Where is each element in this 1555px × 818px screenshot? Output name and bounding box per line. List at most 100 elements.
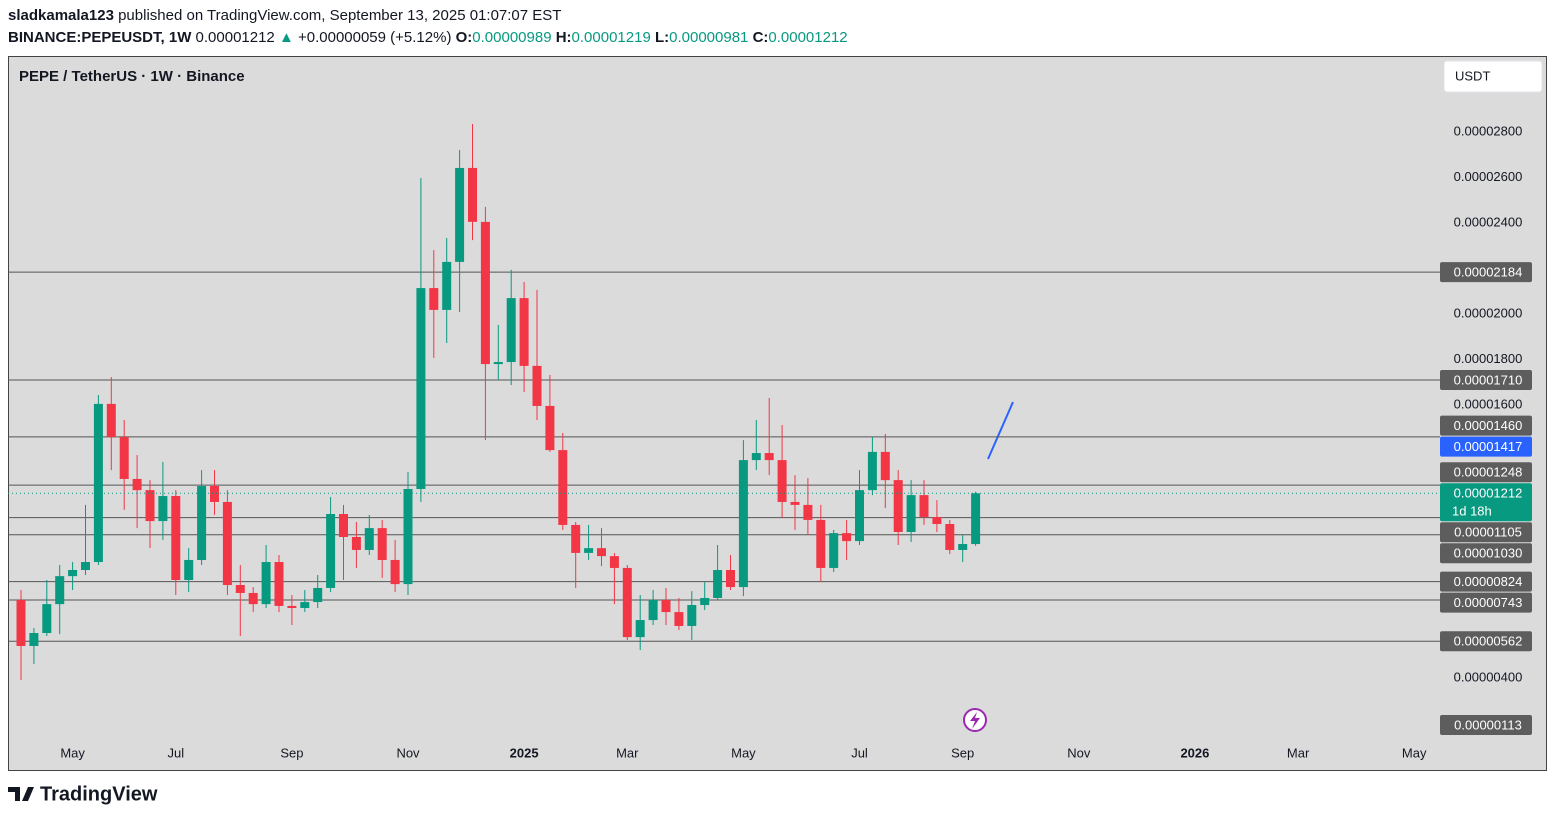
x-tick-label: May bbox=[731, 745, 756, 760]
candle-body bbox=[958, 544, 968, 550]
candle-body bbox=[493, 362, 503, 365]
candle-body bbox=[751, 453, 761, 461]
candle-body bbox=[171, 496, 181, 580]
y-tick-label: 0.00001800 bbox=[1454, 351, 1523, 366]
ohlc-label: O: bbox=[455, 29, 473, 46]
price-label-box bbox=[1440, 522, 1532, 543]
ohlc-value: 0.00000989 bbox=[472, 29, 552, 46]
candle-body bbox=[532, 365, 542, 406]
price: 0.00001212 bbox=[195, 29, 275, 46]
trend-line bbox=[987, 401, 1014, 460]
candle-body bbox=[81, 562, 90, 570]
x-tick-label: Jul bbox=[851, 745, 868, 760]
price-label: 0.00001248 bbox=[1454, 465, 1523, 480]
price-label: 0.00001460 bbox=[1454, 418, 1523, 433]
candle-body bbox=[609, 556, 619, 568]
candle-body bbox=[274, 562, 284, 606]
candle-body bbox=[571, 524, 581, 553]
price-label-box bbox=[1440, 262, 1532, 283]
ohlc: O:0.00000989 H:0.00001219 L:0.00000981 C… bbox=[456, 29, 848, 46]
x-tick-label: Mar bbox=[616, 745, 639, 760]
last-price-label: 0.00001212 bbox=[1454, 486, 1523, 501]
change: +0.00000059 (+5.12%) bbox=[297, 29, 452, 46]
candle-body bbox=[919, 495, 929, 517]
candle-body bbox=[519, 298, 529, 366]
candle-body bbox=[906, 495, 916, 532]
candle-body bbox=[416, 288, 426, 489]
price-label: 0.00001030 bbox=[1454, 546, 1523, 561]
candle-body bbox=[55, 576, 65, 605]
x-tick-label: 2025 bbox=[510, 745, 539, 760]
candle-body bbox=[855, 490, 864, 542]
candle-body bbox=[803, 504, 813, 520]
symbol: BINANCE:PEPEUSDT, 1W bbox=[8, 29, 192, 46]
candle-body bbox=[377, 528, 387, 560]
brand: TradingView bbox=[40, 783, 158, 805]
ohlc-value: 0.00001219 bbox=[571, 29, 651, 46]
arrow: ▲ bbox=[278, 29, 294, 46]
candle-body bbox=[442, 261, 452, 310]
price-label: 0.00001105 bbox=[1454, 525, 1522, 540]
candle-body bbox=[106, 403, 116, 438]
candle-body bbox=[648, 600, 658, 621]
x-tick-label: 2026 bbox=[1180, 745, 1209, 760]
candle-body bbox=[468, 167, 477, 222]
candle-body bbox=[403, 488, 413, 585]
currency-button[interactable] bbox=[1443, 60, 1543, 93]
candle-body bbox=[287, 605, 297, 608]
ohlc-label: H: bbox=[555, 29, 572, 46]
candle-body bbox=[364, 528, 374, 550]
candle-body bbox=[700, 597, 710, 606]
candle-body bbox=[158, 496, 168, 522]
candle-body bbox=[210, 486, 219, 502]
symbol-line: BINANCE:PEPEUSDT, 1W 0.00001212 ▲ +0.000… bbox=[8, 29, 848, 46]
chart-title: PEPE / TetherUS · 1W · Binance bbox=[19, 68, 245, 85]
countdown: 1d 18h bbox=[1452, 504, 1492, 519]
candle-body bbox=[326, 514, 336, 588]
candle-body bbox=[545, 405, 555, 451]
candle-body bbox=[945, 524, 955, 550]
candle-body bbox=[235, 585, 245, 593]
candle-body bbox=[313, 587, 323, 603]
marker-label-box bbox=[1440, 436, 1532, 457]
chart-frame bbox=[8, 56, 1547, 771]
candle-body bbox=[29, 633, 39, 646]
candle-body bbox=[261, 562, 271, 605]
candle-body bbox=[777, 460, 787, 502]
author: sladkamala123 bbox=[8, 7, 114, 24]
last-price-box bbox=[1440, 483, 1532, 522]
candle-body bbox=[713, 569, 723, 598]
candle-body bbox=[893, 480, 903, 532]
candle-body bbox=[506, 298, 516, 363]
candle-body bbox=[390, 559, 400, 585]
candle-body bbox=[932, 516, 942, 525]
price-label: 0.00000562 bbox=[1454, 634, 1523, 649]
currency: USDT bbox=[1455, 68, 1490, 83]
candle-body bbox=[145, 490, 155, 522]
candle-body bbox=[248, 592, 258, 605]
candle-body bbox=[558, 450, 568, 525]
ohlc-value: 0.00001212 bbox=[768, 29, 848, 46]
brand-logo bbox=[8, 787, 34, 801]
candle-body bbox=[661, 600, 671, 613]
ohlc-label: L: bbox=[654, 29, 670, 46]
candle-body bbox=[738, 460, 748, 588]
y-tick-label: 0.00000400 bbox=[1454, 670, 1523, 685]
candle-body bbox=[816, 519, 826, 568]
candle-body bbox=[351, 536, 361, 550]
candle-body bbox=[880, 451, 890, 481]
price-label: 0.00000743 bbox=[1454, 595, 1523, 610]
published: published on TradingView.com, September … bbox=[118, 7, 562, 24]
candle-body bbox=[132, 478, 142, 491]
ohlc-value: 0.00000981 bbox=[669, 29, 749, 46]
y-tick-label: 0.00002000 bbox=[1454, 305, 1523, 320]
price-label-box bbox=[1440, 715, 1532, 735]
x-tick-label: May bbox=[1402, 745, 1427, 760]
candle-body bbox=[429, 288, 439, 310]
price-label: 0.00000113 bbox=[1454, 717, 1522, 732]
candle-body bbox=[184, 559, 194, 580]
price-label-box bbox=[1440, 571, 1532, 592]
candle-body bbox=[339, 514, 348, 537]
x-tick-label: Sep bbox=[280, 745, 303, 760]
